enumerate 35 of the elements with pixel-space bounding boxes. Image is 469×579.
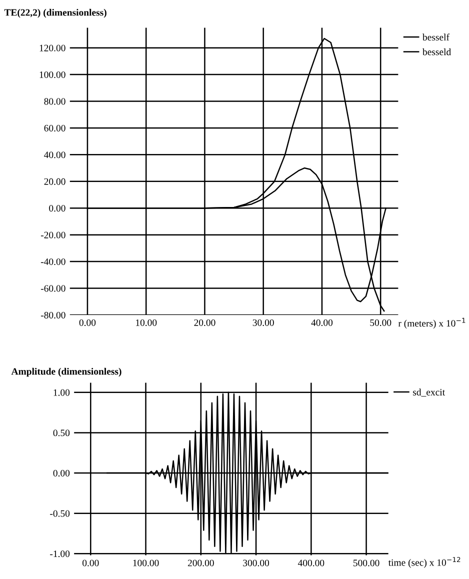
y-tick-label: 20.00 <box>44 178 66 185</box>
y-tick-label: 0.00 <box>49 205 66 212</box>
legend-label: besself <box>422 34 450 41</box>
x-tick-label: 0.00 <box>79 319 96 326</box>
y-tick-label: 80.00 <box>44 98 66 105</box>
legend-label: besseld <box>422 48 451 56</box>
y-tick-label: 0.50 <box>53 430 70 436</box>
y-tick-label: 40.00 <box>44 152 66 158</box>
x-tick-label: 200.00 <box>188 560 214 566</box>
y-tick-label: 1.00 <box>54 389 70 396</box>
x-tick-label: 300.00 <box>243 560 270 566</box>
x-axis-title: r (meters) x 10$^{−1}$ <box>398 318 466 329</box>
y-tick-label: 120.00 <box>40 44 66 52</box>
y-tick-label: -40.00 <box>40 258 66 266</box>
y-tick-label: -0.50 <box>50 510 70 517</box>
x-tick-label: 10.00 <box>136 319 157 326</box>
x-tick-label: 100.00 <box>133 560 159 566</box>
x-tick-label: 500.00 <box>353 560 380 566</box>
x-tick-label: 20.00 <box>194 319 216 326</box>
x-tick-label: 0.00 <box>82 560 99 566</box>
y-tick-label: 0.00 <box>53 470 70 477</box>
x-tick-label: 40.00 <box>311 319 333 326</box>
x-axis-title: time (sec) x 10$^{−12}$ <box>388 556 460 568</box>
y-tick-label: -20.00 <box>40 232 66 238</box>
y-axis-title: Amplitude (dimensionless) <box>11 368 122 377</box>
x-tick-label: 400.00 <box>298 560 324 566</box>
legend-label: sd_excit <box>413 388 445 397</box>
y-tick-label: -1.00 <box>50 550 70 558</box>
y-tick-label: -60.00 <box>40 285 66 292</box>
y-axis-title: TE(22,2) (dimensionless) <box>4 8 106 18</box>
y-tick-label: -80.00 <box>40 312 66 318</box>
y-tick-label: 100.00 <box>40 71 66 78</box>
x-tick-label: 50.00 <box>370 319 392 326</box>
y-tick-label: 60.00 <box>44 124 66 132</box>
x-tick-label: 30.00 <box>252 319 274 326</box>
